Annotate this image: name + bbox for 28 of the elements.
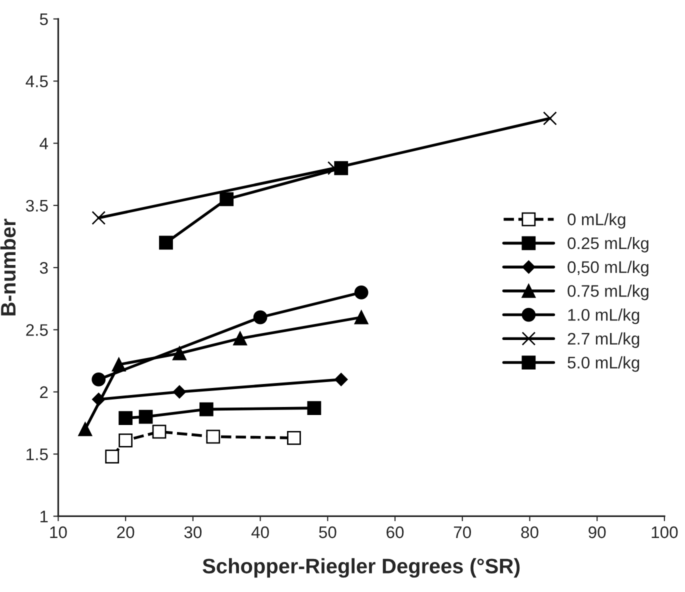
x-tick-label: 70 xyxy=(454,526,471,538)
y-tick-label: 1.5 xyxy=(26,448,48,460)
y-tick-label: 4.5 xyxy=(26,76,48,88)
x-axis-title: Schopper-Riegler Degrees (°SR) xyxy=(202,558,520,578)
y-tick-label: 3.5 xyxy=(26,200,48,212)
legend-label: 0.25 mL/kg xyxy=(568,236,648,252)
x-tick-label: 20 xyxy=(117,526,134,538)
y-tick-label: 2.5 xyxy=(26,324,48,336)
x-tick-label: 30 xyxy=(184,526,202,538)
y-tick-label: 3 xyxy=(40,262,48,274)
legend-label: 1.0 mL/kg xyxy=(568,308,640,324)
x-tick-label: 90 xyxy=(588,526,606,538)
legend-label: 2.7 mL/kg xyxy=(568,332,640,348)
legend-label: 0.75 mL/kg xyxy=(568,284,648,300)
y-axis-title: B-number xyxy=(0,218,16,316)
x-tick-label: 80 xyxy=(521,526,538,538)
legend-label: 5.0 mL/kg xyxy=(568,356,640,372)
y-tick-label: 4 xyxy=(40,138,48,150)
y-tick-label: 1 xyxy=(40,510,48,522)
y-tick-label: 2 xyxy=(40,386,48,398)
legend-label: 0 mL/kg xyxy=(568,213,626,229)
x-tick-label: 60 xyxy=(386,526,404,538)
x-tick-label: 10 xyxy=(50,526,67,538)
legend-label: 0,50 mL/kg xyxy=(568,260,648,276)
x-tick-label: 40 xyxy=(251,526,269,538)
x-tick-label: 50 xyxy=(319,526,336,538)
y-tick-label: 5 xyxy=(40,14,48,26)
x-tick-label: 100 xyxy=(652,526,678,538)
